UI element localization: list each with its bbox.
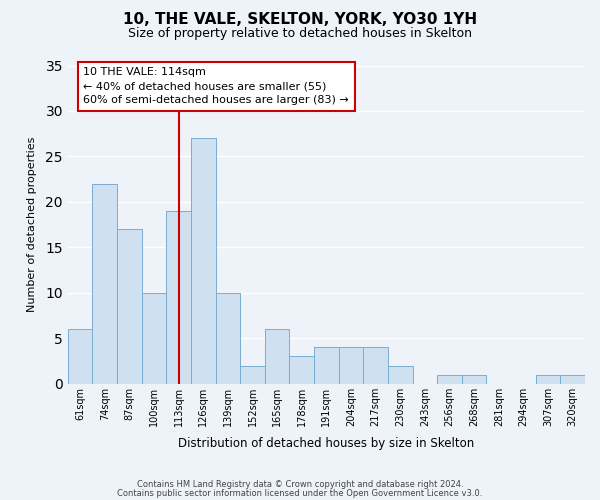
Bar bbox=[536, 374, 560, 384]
Bar bbox=[191, 138, 215, 384]
Y-axis label: Number of detached properties: Number of detached properties bbox=[27, 137, 37, 312]
Bar bbox=[364, 348, 388, 384]
Text: 10, THE VALE, SKELTON, YORK, YO30 1YH: 10, THE VALE, SKELTON, YORK, YO30 1YH bbox=[123, 12, 477, 28]
Text: Size of property relative to detached houses in Skelton: Size of property relative to detached ho… bbox=[128, 28, 472, 40]
Bar bbox=[215, 293, 240, 384]
Bar bbox=[289, 356, 314, 384]
Bar bbox=[339, 348, 364, 384]
Bar bbox=[166, 211, 191, 384]
Text: Contains public sector information licensed under the Open Government Licence v3: Contains public sector information licen… bbox=[118, 488, 482, 498]
Bar bbox=[240, 366, 265, 384]
Bar bbox=[68, 329, 92, 384]
X-axis label: Distribution of detached houses by size in Skelton: Distribution of detached houses by size … bbox=[178, 437, 475, 450]
Bar bbox=[437, 374, 462, 384]
Bar bbox=[388, 366, 413, 384]
Bar bbox=[314, 348, 339, 384]
Bar bbox=[560, 374, 585, 384]
Bar bbox=[265, 329, 289, 384]
Bar bbox=[92, 184, 117, 384]
Text: Contains HM Land Registry data © Crown copyright and database right 2024.: Contains HM Land Registry data © Crown c… bbox=[137, 480, 463, 489]
Bar bbox=[462, 374, 487, 384]
Bar bbox=[117, 229, 142, 384]
Bar bbox=[142, 293, 166, 384]
Text: 10 THE VALE: 114sqm
← 40% of detached houses are smaller (55)
60% of semi-detach: 10 THE VALE: 114sqm ← 40% of detached ho… bbox=[83, 67, 349, 105]
